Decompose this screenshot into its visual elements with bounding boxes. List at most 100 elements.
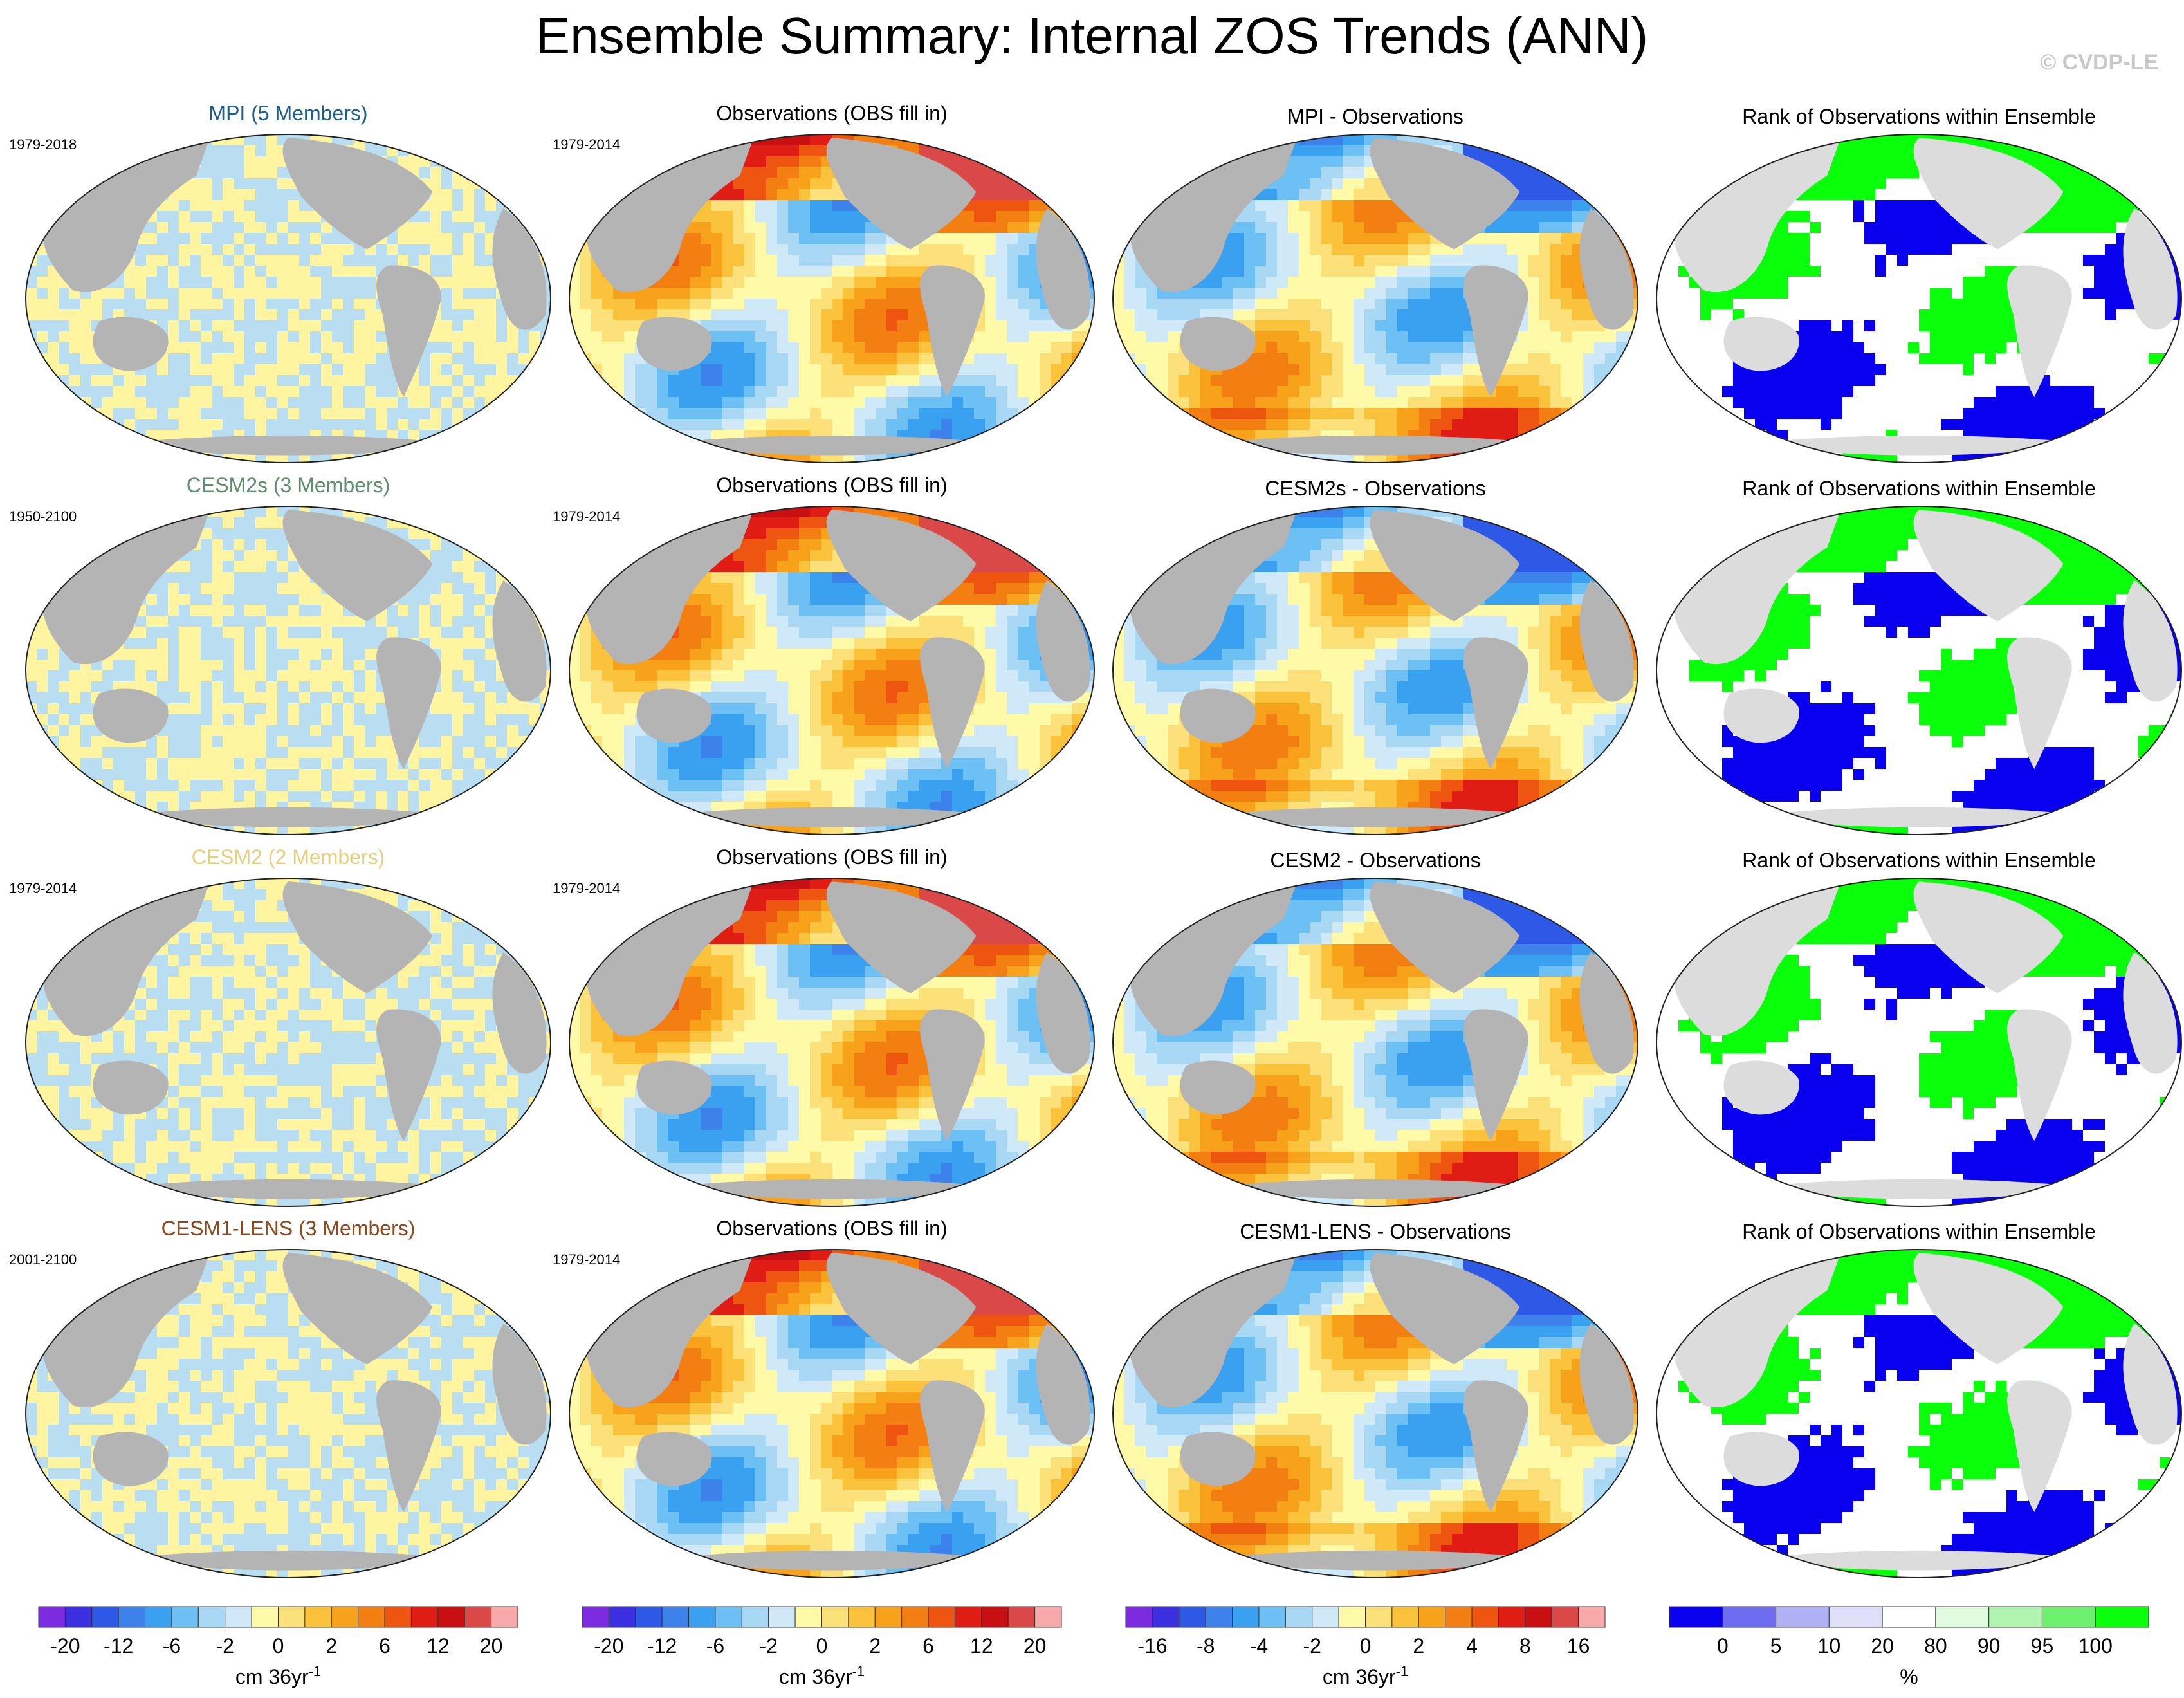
map-panel-rank-row3 [1656,878,2182,1207]
map-panel-diff-row2 [1112,506,1638,835]
colorbar-swatch [1312,1606,1339,1628]
land-mask [920,1009,985,1141]
colorbar-swatch [2095,1606,2149,1628]
colorbar-label: 20 [1871,1634,1894,1657]
colorbar-swatch [768,1606,796,1628]
panel-title-rank: Rank of Observations within Ensemble [1742,1220,2096,1243]
land-mask [2007,1380,2072,1512]
colorbar-swatch [688,1606,716,1628]
land-mask [2007,1009,2072,1141]
colorbar-swatch [1007,1606,1036,1628]
map-field [1113,1250,1638,1578]
map-border [1656,878,2182,1207]
land-mask [492,952,546,1074]
colorbar-swatch [2041,1606,2096,1628]
map-field [569,878,1094,1206]
colorbar-swatch [1179,1606,1206,1628]
map-field [1113,878,1638,1206]
colorbar-swatch [197,1606,226,1628]
panel-title-obs: Observations (OBS fill in) [716,1217,947,1240]
colorbar-swatch [582,1606,609,1628]
map-field [1656,878,2181,1206]
colorbar-swatch [874,1606,903,1628]
colorbar-label: -12 [647,1634,677,1657]
colorbar-label: 20 [480,1634,503,1657]
panel-title-model: CESM2s (3 Members) [187,474,390,497]
colorbar-swatch [1722,1606,1777,1628]
land-mask [1579,580,1633,702]
panel-title-obs: Observations (OBS fill in) [716,102,947,125]
colorbar-label: 4 [1466,1634,1478,1657]
colorbar-swatch [1391,1606,1419,1628]
colorbar-swatch [1418,1606,1446,1628]
panel-period-obs: 1979-2014 [553,1251,620,1268]
colorbar-swatch [1551,1606,1579,1628]
colorbar-unit: cm 36yr-1 [235,1663,321,1689]
map-border [25,134,551,463]
map-field [1656,506,2181,835]
land-mask [1723,1432,1799,1486]
land-mask [636,689,711,743]
map-panel-rank-row4 [1656,1249,2182,1578]
land-mask [492,208,546,330]
land-mask [492,1324,546,1445]
colorbar-swatch [1988,1606,2042,1628]
panel-period-model: 2001-2100 [9,1251,77,1268]
land-mask [920,637,985,769]
colorbar-label: 6 [922,1634,934,1657]
land-mask [1370,510,1520,621]
colorbar-swatch [1125,1606,1153,1628]
colorbar-unit: cm 36yr-1 [1323,1663,1408,1689]
land-mask [2123,952,2177,1074]
map-border [1656,506,2182,835]
land-mask [1036,208,1090,330]
panel-period-obs: 1979-2014 [553,136,620,152]
land-mask [2007,265,2072,397]
colorbar-label: -4 [1250,1634,1268,1657]
colorbar-swatch [1882,1606,1936,1628]
colorbar-label: -2 [216,1634,234,1657]
colorbar-label: 8 [1519,1634,1531,1657]
colorbar-swatch [1034,1606,1062,1628]
map-panel-diff-row4 [1112,1249,1638,1578]
colorbar-3: -16 -8 -4 -2 0 2 4 8 16 cm 36yr-1 [1125,1606,1606,1689]
map-panel-obs-row3 [569,878,1095,1207]
land-mask [376,1380,441,1512]
land-mask [1464,265,1528,397]
panel-title-diff: CESM1-LENS - Observations [1240,1220,1510,1243]
map-border [1112,1249,1638,1578]
colorbar-label: 5 [1770,1634,1782,1657]
colorbar-label: -6 [163,1634,181,1657]
colorbar-swatch [278,1606,306,1628]
land-mask [920,1380,985,1512]
panel-title-rank: Rank of Observations within Ensemble [1742,849,2096,872]
panel-title-model: CESM2 (2 Members) [192,845,385,869]
land-mask [1579,952,1633,1074]
land-mask [1464,637,1528,769]
land-mask [376,637,441,769]
map-border [569,134,1095,463]
colorbar-swatch [1338,1606,1366,1628]
colorbar-label: 0 [816,1634,828,1657]
land-mask [1464,1380,1528,1512]
colorbar-swatch [145,1606,172,1628]
colorbar-label: 12 [427,1634,450,1657]
colorbar-unit: % [1900,1665,1918,1688]
colorbar-4: 0 5 10 20 80 90 95 100% [1669,1606,2149,1688]
land-mask [827,510,977,621]
colorbar-swatch [1258,1606,1286,1628]
land-mask [1180,317,1255,371]
colorbar-swatch [1285,1606,1313,1628]
colorbar-swatch [304,1606,332,1628]
colorbar-label: 0 [1717,1634,1729,1657]
colorbar-swatch [715,1606,742,1628]
map-border [1112,506,1638,835]
land-mask [920,265,985,397]
map-panel-model-row4 [25,1249,551,1578]
land-mask [2123,208,2177,330]
map-border [1656,134,2182,463]
land-mask [1464,1009,1528,1141]
colorbar-label: 16 [1567,1634,1590,1657]
